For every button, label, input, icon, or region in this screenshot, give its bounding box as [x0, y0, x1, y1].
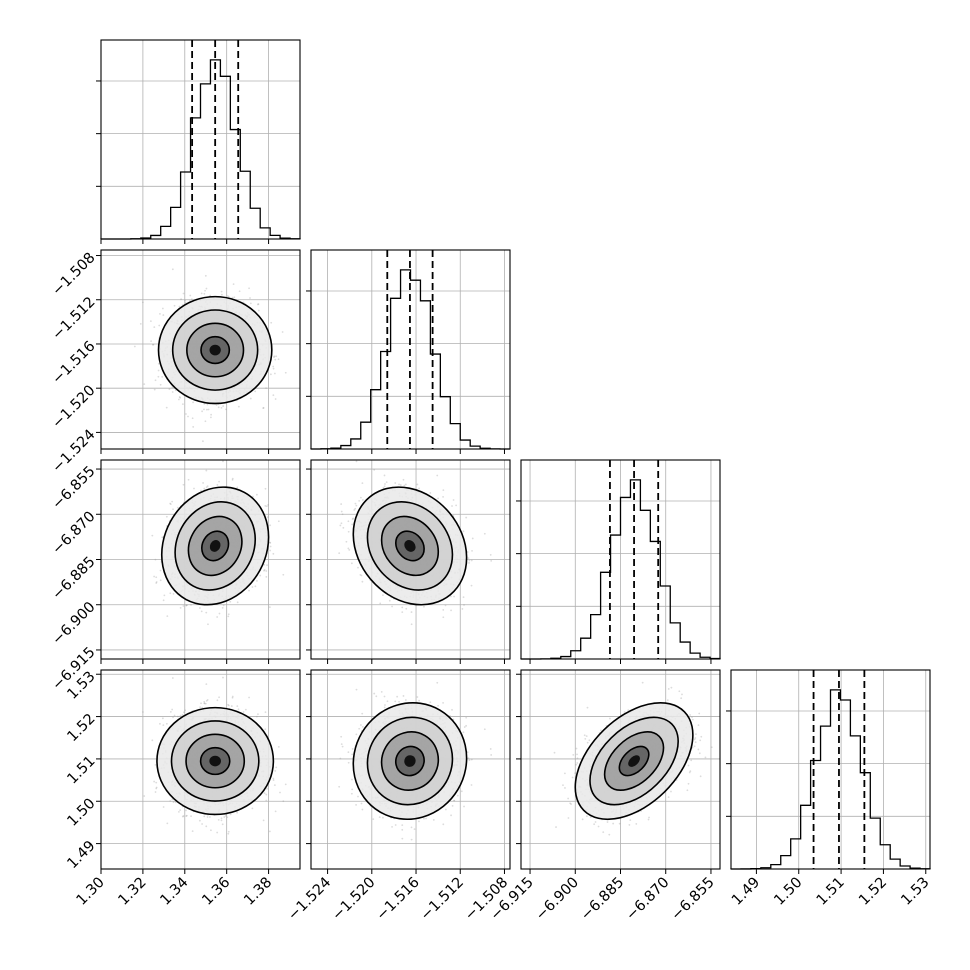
- x-tick-label-3-2: 1.51: [814, 875, 848, 909]
- x-tick-label-3-1: 1.50: [771, 875, 805, 909]
- y-tick-label-1-2: −1.516: [49, 338, 98, 387]
- axes-frame-3-3: [730, 669, 931, 870]
- density-core-3-0: [209, 755, 221, 767]
- x-tick-label-2-1: −6.900: [533, 875, 582, 924]
- x-tick-label-1-3: −1.512: [418, 875, 467, 924]
- contour-1-0-0: [157, 295, 273, 405]
- x-tick-label-2-2: −6.885: [578, 875, 627, 924]
- panel-inner-1-0: [133, 268, 287, 443]
- x-tick-label-1-0: −1.524: [285, 875, 334, 924]
- panel-inner-2-0: [151, 460, 285, 626]
- contour-2-1-2: [380, 515, 440, 577]
- y-tick-label-3-2: 1.51: [65, 753, 99, 787]
- panel-inner-2-1: [338, 460, 493, 626]
- contour-3-1-1: [366, 716, 454, 806]
- y-tick-label-2-2: −6.885: [49, 554, 98, 603]
- panel-inner-3-0: [141, 676, 287, 835]
- contour-1-0-1: [171, 309, 259, 391]
- contour-2-1-1: [366, 501, 454, 591]
- contour-3-0-0: [156, 706, 275, 816]
- axes-frame-2-0: [100, 459, 301, 660]
- x-tick-label-0-3: 1.36: [199, 875, 233, 909]
- contour-3-0-1: [170, 720, 260, 802]
- density-core-1-0: [209, 344, 221, 356]
- axes-frame-0-0: [100, 39, 301, 240]
- y-tick-label-3-1: 1.50: [65, 796, 99, 830]
- panel-inner-3-1: [338, 681, 493, 841]
- density-core-2-0: [209, 540, 221, 552]
- axes-frame-1-0: [100, 249, 301, 450]
- panel-inner-3-2: [553, 681, 713, 836]
- x-tick-label-3-0: 1.49: [729, 875, 763, 909]
- histogram-2: [520, 479, 721, 660]
- axes-frame-2-1: [310, 459, 511, 660]
- histogram-3: [730, 689, 931, 870]
- contour-2-0-0: [160, 486, 270, 606]
- density-core-3-2: [628, 755, 640, 767]
- y-tick-label-1-1: −1.520: [49, 383, 98, 432]
- y-tick-label-1-3: −1.512: [49, 294, 98, 343]
- contour-3-0-2: [185, 733, 246, 789]
- contour-3-2-0: [574, 702, 694, 821]
- density-core-2-1: [404, 540, 416, 552]
- contour-3-2-2: [603, 731, 665, 791]
- contour-2-0-2: [187, 515, 243, 577]
- contour-3-2-3: [618, 745, 650, 777]
- contour-2-0-1: [174, 501, 257, 591]
- x-tick-label-2-4: −6.855: [669, 875, 718, 924]
- contour-1-0-3: [200, 335, 231, 365]
- contour-3-0-3: [199, 746, 231, 776]
- density-core-3-1: [404, 755, 416, 767]
- contour-3-1-3: [394, 745, 425, 777]
- axes-frame-3-2: [520, 669, 721, 870]
- contour-1-0-2: [186, 322, 245, 378]
- y-tick-label-1-4: −1.508: [49, 250, 98, 299]
- axes-frame-3-1: [310, 669, 511, 870]
- contour-3-2-1: [589, 716, 679, 806]
- axes-frame-2-2: [520, 459, 721, 660]
- y-tick-label-3-0: 1.49: [65, 838, 99, 872]
- y-tick-label-2-1: −6.900: [49, 599, 98, 648]
- contour-3-1-0: [352, 702, 468, 821]
- x-tick-label-0-1: 1.32: [116, 875, 150, 909]
- x-tick-label-0-2: 1.34: [157, 875, 191, 909]
- x-tick-label-3-3: 1.52: [856, 875, 890, 909]
- x-tick-label-0-4: 1.38: [241, 875, 275, 909]
- contour-3-1-2: [380, 731, 440, 791]
- x-tick-label-1-1: −1.520: [329, 875, 378, 924]
- x-tick-label-1-2: −1.516: [374, 875, 423, 924]
- histogram-0: [101, 59, 301, 240]
- x-tick-label-3-4: 1.53: [898, 875, 932, 909]
- contour-2-0-3: [201, 530, 230, 562]
- axes-frame-1-1: [310, 249, 511, 450]
- axes-frame-3-0: [100, 669, 301, 870]
- y-tick-label-3-3: 1.52: [65, 711, 99, 745]
- contour-2-1-0: [352, 486, 468, 606]
- y-tick-label-2-3: −6.870: [49, 509, 98, 558]
- x-tick-label-2-3: −6.870: [623, 875, 672, 924]
- x-tick-label-0-0: 1.30: [74, 875, 108, 909]
- contour-2-1-3: [394, 530, 425, 562]
